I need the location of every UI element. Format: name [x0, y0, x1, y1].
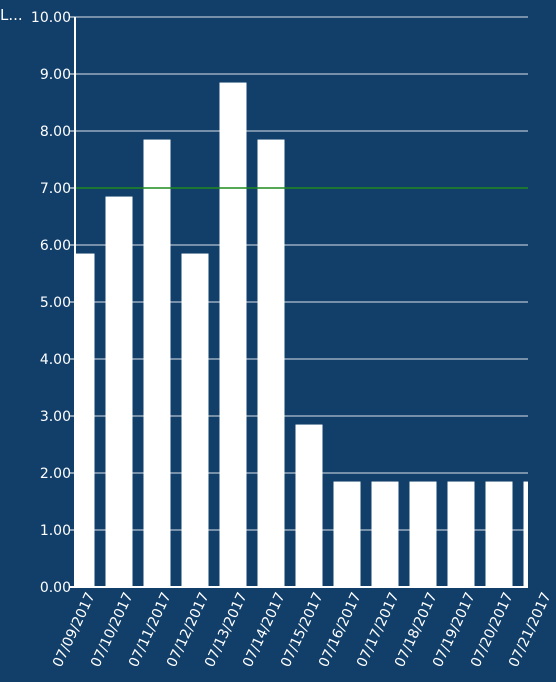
bar: [181, 253, 209, 588]
y-tick-label: 9.00: [40, 67, 71, 83]
y-tick-label: 4.00: [40, 352, 71, 368]
bar: [219, 82, 247, 588]
y-axis-label: L...: [0, 6, 23, 24]
bar: [143, 139, 171, 588]
y-tick-label: 2.00: [40, 466, 71, 482]
y-tick-label: 7.00: [40, 181, 71, 197]
bar: [523, 481, 528, 587]
bar: [257, 139, 285, 588]
y-tick-label: 1.00: [40, 523, 71, 539]
bar: [485, 481, 513, 587]
y-tick-label: 5.00: [40, 295, 71, 311]
y-tick-label: 8.00: [40, 124, 71, 140]
bar: [371, 481, 399, 587]
bar: [409, 481, 437, 587]
bar: [333, 481, 361, 587]
y-tick-label: 0.00: [40, 580, 71, 596]
bar: [76, 253, 95, 588]
bar: [105, 196, 133, 588]
bar: [295, 424, 323, 587]
y-tick-label: 10.00: [31, 10, 71, 26]
y-tick-label: 6.00: [40, 238, 71, 254]
y-tick-label: 3.00: [40, 409, 71, 425]
bar: [447, 481, 475, 587]
